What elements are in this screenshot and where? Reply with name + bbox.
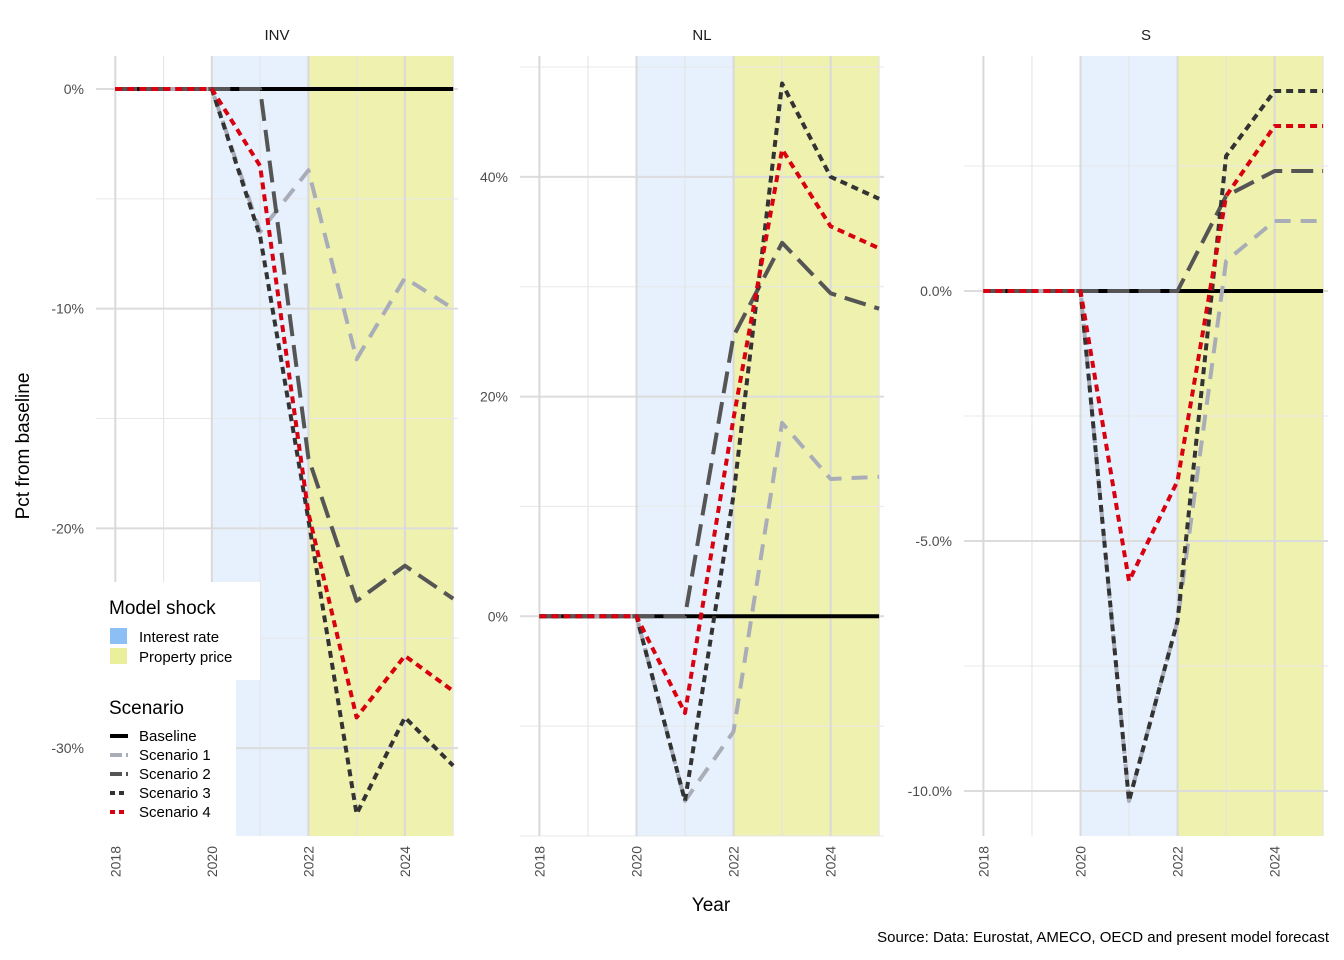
series-line-scenario-4 <box>539 147 880 715</box>
series-line-scenario-1 <box>115 87 455 362</box>
x-tick-label: 2020 <box>204 846 220 877</box>
y-tick-label: 0.0% <box>920 283 952 299</box>
legend-label: Scenario 2 <box>139 766 211 783</box>
panel-title: INV <box>264 27 289 44</box>
x-tick-label: 2022 <box>300 846 316 877</box>
x-tick-label: 2018 <box>531 846 547 877</box>
legend-label: Interest rate <box>139 629 219 646</box>
x-tick-label: 2020 <box>628 846 644 877</box>
legend-label: Scenario 3 <box>139 785 211 802</box>
shock-band-property-price <box>733 56 880 836</box>
legend-label: Scenario 4 <box>139 804 211 821</box>
legend-key-interest-rate <box>110 628 127 644</box>
legend-shock-title: Model shock <box>109 598 216 619</box>
legend-label: Scenario 1 <box>139 747 211 764</box>
caption: Source: Data: Eurostat, AMECO, OECD and … <box>877 929 1330 946</box>
panel-s: S 0.0% -5.0% -10.0% 2018 2020 2022 2024 <box>908 27 1328 877</box>
panel-title: NL <box>692 27 711 44</box>
x-tick-label: 2022 <box>1170 846 1186 877</box>
x-tick-label: 2024 <box>823 846 839 877</box>
legend: Model shock Interest rate Property price Sc… <box>96 582 260 836</box>
x-tick-label: 2020 <box>1072 846 1088 877</box>
y-tick-label: 0% <box>64 81 84 97</box>
panel-title: S <box>1141 27 1151 44</box>
x-tick-label: 2018 <box>975 846 991 877</box>
y-tick-label: -5.0% <box>915 533 952 549</box>
series-line-scenario-4 <box>115 87 455 720</box>
legend-scenario-title: Scenario <box>109 698 184 719</box>
series-line-scenario-1 <box>539 420 880 803</box>
x-tick-label: 2022 <box>726 846 742 877</box>
panel-nl: NL 0% 20% 40% 2018 2020 2022 2024 <box>480 27 884 877</box>
x-axis-title: Year <box>692 895 731 916</box>
series-line-scenario-3 <box>983 89 1324 803</box>
y-tick-label: -10% <box>51 301 84 317</box>
series-line-scenario-2 <box>115 87 455 603</box>
series-line-scenario-2 <box>983 169 1324 293</box>
series-line-scenario-2 <box>539 240 880 619</box>
y-tick-label: 40% <box>480 169 508 185</box>
x-tick-label: 2024 <box>397 846 413 877</box>
y-tick-label: -10.0% <box>908 783 952 799</box>
y-tick-label: -20% <box>51 520 84 536</box>
series-line-scenario-4 <box>983 124 1324 583</box>
y-tick-label: 0% <box>488 608 508 624</box>
shock-band-property-price <box>308 56 454 836</box>
y-tick-label: -30% <box>51 740 84 756</box>
panel-inv: INV 0% -10% -20% -30% 2018 2020 2022 2024 <box>51 27 458 877</box>
y-axis-title: Pct from baseline <box>13 373 34 520</box>
y-tick-label: 20% <box>480 389 508 405</box>
legend-key-property-price <box>110 648 127 664</box>
x-tick-label: 2024 <box>1267 846 1283 877</box>
series-line-scenario-3 <box>115 87 455 816</box>
legend-label: Property price <box>139 649 232 666</box>
x-tick-label: 2018 <box>107 846 123 877</box>
legend-label: Baseline <box>139 728 197 745</box>
